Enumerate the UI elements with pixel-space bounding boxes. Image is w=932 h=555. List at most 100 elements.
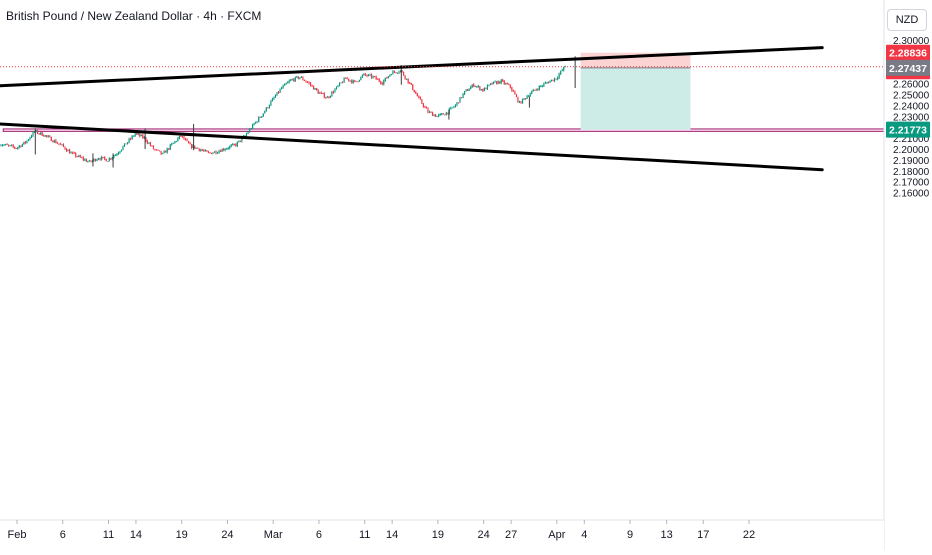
candle: [199, 149, 200, 151]
candle: [106, 159, 107, 161]
time-tick-label: Mar: [264, 529, 283, 541]
candle: [516, 94, 517, 97]
candle: [125, 143, 126, 144]
candle: [560, 71, 561, 74]
candle: [455, 105, 456, 107]
candle: [360, 77, 361, 80]
candle: [347, 78, 348, 79]
candle: [255, 122, 256, 124]
candle: [475, 86, 476, 87]
candle: [147, 141, 148, 143]
candle: [312, 85, 313, 86]
candle: [22, 144, 23, 146]
candle: [514, 92, 515, 95]
candle: [133, 136, 134, 137]
candle: [8, 145, 9, 146]
candle: [373, 76, 374, 77]
candle: [295, 77, 296, 81]
candle: [159, 150, 160, 151]
candle: [392, 71, 393, 74]
candle: [80, 156, 81, 158]
candle: [467, 90, 468, 91]
candle: [554, 79, 555, 81]
candle: [66, 149, 67, 151]
candle: [525, 98, 526, 99]
candle: [551, 80, 552, 81]
candle: [469, 89, 470, 91]
candle: [223, 149, 224, 150]
price-tick-label: 2.17000: [893, 178, 930, 189]
time-tick-label: 17: [697, 529, 709, 541]
candle: [374, 76, 375, 77]
candle: [472, 85, 473, 87]
candle: [71, 153, 72, 154]
candle: [269, 105, 270, 107]
candle: [61, 144, 62, 145]
candle: [534, 90, 535, 91]
candle: [258, 117, 259, 121]
candle: [443, 113, 444, 114]
candle: [109, 158, 110, 161]
candle: [154, 149, 155, 150]
candle: [423, 104, 424, 107]
candle: [217, 153, 218, 154]
candle: [333, 92, 334, 93]
candle: [276, 92, 277, 95]
candle: [251, 129, 252, 130]
candle: [261, 116, 262, 117]
candle: [96, 159, 97, 160]
candle: [240, 141, 241, 142]
currency-unit-button[interactable]: NZD: [887, 9, 927, 31]
candle: [298, 77, 299, 79]
candle: [51, 137, 52, 141]
candle: [504, 81, 505, 84]
candle: [377, 79, 378, 80]
price-tick-label: 2.19000: [893, 156, 930, 167]
candle: [130, 139, 131, 140]
candle: [537, 90, 538, 91]
candle: [511, 87, 512, 90]
candle: [418, 96, 419, 97]
candle: [520, 102, 521, 104]
candle: [287, 82, 288, 83]
candle: [344, 78, 345, 82]
candle: [408, 79, 409, 83]
candle: [107, 161, 108, 162]
candle: [427, 109, 428, 113]
candle: [513, 91, 514, 92]
candle: [49, 136, 50, 137]
candle: [533, 90, 534, 92]
candle: [275, 96, 276, 98]
candle: [196, 148, 197, 149]
candle: [182, 136, 183, 137]
candle: [220, 151, 221, 152]
candle: [345, 78, 346, 79]
candle: [16, 148, 17, 149]
candle: [493, 82, 494, 84]
candle: [179, 136, 180, 138]
candle: [556, 79, 557, 80]
candle: [142, 135, 143, 138]
price-tick-label: 2.16000: [893, 189, 930, 200]
candle: [115, 155, 116, 156]
candle: [267, 107, 268, 108]
candle: [523, 98, 524, 99]
candle: [395, 72, 396, 73]
candle: [139, 134, 140, 136]
candle: [316, 88, 317, 90]
candle: [330, 96, 331, 98]
candle: [215, 151, 216, 153]
candle: [357, 81, 358, 82]
candle: [93, 159, 94, 161]
candle: [336, 87, 337, 90]
candle: [487, 85, 488, 89]
candle: [409, 83, 410, 84]
candle: [540, 86, 541, 87]
candle: [498, 81, 499, 84]
candle: [177, 138, 178, 141]
candle: [310, 83, 311, 85]
candle: [150, 143, 151, 145]
candle: [55, 140, 56, 143]
